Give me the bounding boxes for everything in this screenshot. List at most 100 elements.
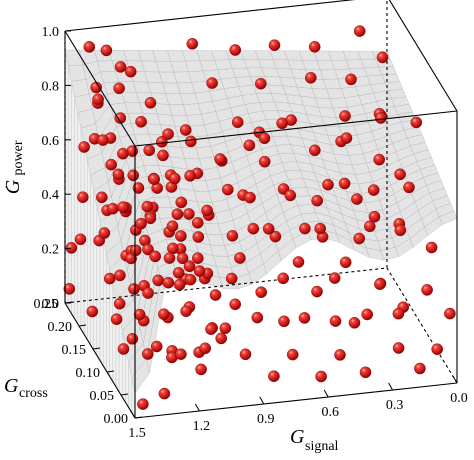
data-point xyxy=(114,112,127,124)
data-point xyxy=(334,349,346,361)
data-point xyxy=(74,233,87,246)
data-point xyxy=(144,212,157,225)
data-point xyxy=(179,124,192,136)
x-tick-label: 0.9 xyxy=(257,412,275,427)
data-point xyxy=(254,77,267,90)
data-point xyxy=(162,128,174,140)
y-tick-label: 0.05 xyxy=(90,389,115,404)
x-axis-label-main: G xyxy=(290,426,305,448)
surface-side-cell xyxy=(102,237,107,372)
data-point xyxy=(311,194,324,207)
frame-edge xyxy=(134,382,458,419)
data-point xyxy=(113,82,125,95)
data-point xyxy=(107,202,119,215)
data-point xyxy=(98,227,111,239)
z-axis-label-accent: · xyxy=(0,184,16,189)
data-point xyxy=(135,217,147,230)
data-point xyxy=(298,312,311,324)
surface-side-cell xyxy=(80,128,85,336)
axis-ticks: 0.0 0.2 0.4 0.6 0.8 1.0 0.00 0.05 0.10 0.15 0.20 0.… xyxy=(34,25,468,441)
data-point xyxy=(117,201,129,213)
data-point xyxy=(425,241,438,254)
frame-edge xyxy=(134,110,458,147)
data-point xyxy=(269,230,282,243)
axis-frame-front xyxy=(64,0,458,419)
surface-cell xyxy=(381,73,400,83)
data-point xyxy=(361,308,374,321)
data-point xyxy=(255,286,268,299)
data-point xyxy=(359,366,372,379)
frame-edge xyxy=(64,302,136,419)
data-point xyxy=(184,169,196,182)
z-axis-label-main: G xyxy=(2,179,24,194)
data-point xyxy=(268,370,280,383)
data-point xyxy=(133,308,146,321)
data-point xyxy=(184,135,197,148)
data-point xyxy=(112,168,125,181)
data-point xyxy=(114,269,126,282)
z-axis-label-sub: power xyxy=(11,140,26,175)
data-point xyxy=(193,265,206,277)
data-point xyxy=(191,252,204,265)
data-point xyxy=(152,274,164,287)
data-point xyxy=(205,323,217,336)
data-point xyxy=(105,158,117,171)
z-tick-label: 0.0 xyxy=(42,297,60,312)
data-point xyxy=(206,77,218,89)
z-tick-label: 1.0 xyxy=(42,25,60,40)
data-point xyxy=(77,191,89,203)
data-point xyxy=(199,342,211,355)
data-point xyxy=(137,398,149,410)
data-point xyxy=(394,168,406,181)
data-point xyxy=(299,222,311,235)
surface-side-cell xyxy=(106,252,110,377)
x-tick-label: 0.0 xyxy=(450,391,468,406)
frame-edge xyxy=(386,267,458,384)
y-tick xyxy=(78,324,87,327)
surface-cell xyxy=(384,81,404,91)
data-point xyxy=(173,278,186,291)
data-point xyxy=(175,230,187,242)
data-point xyxy=(329,315,342,327)
data-point xyxy=(78,141,90,153)
data-point xyxy=(113,297,126,310)
data-point xyxy=(292,256,305,268)
y-tick xyxy=(134,416,143,419)
data-point xyxy=(314,222,327,235)
data-point xyxy=(308,144,321,157)
data-point xyxy=(114,61,127,73)
data-point xyxy=(171,208,184,220)
data-point xyxy=(340,132,353,144)
data-point xyxy=(175,196,188,209)
data-point xyxy=(403,181,415,194)
data-point xyxy=(244,191,256,204)
data-point xyxy=(247,222,260,235)
data-point xyxy=(328,272,341,284)
data-point xyxy=(338,177,351,190)
x-axis-label-sub: signal xyxy=(305,439,339,454)
y-axis-label-sub: cross xyxy=(19,386,48,401)
data-point xyxy=(225,272,238,285)
z-tick-label: 0.4 xyxy=(42,188,60,203)
data-point xyxy=(124,65,137,78)
data-point xyxy=(421,284,433,296)
data-point xyxy=(96,191,108,204)
data-point xyxy=(322,178,334,191)
data-point xyxy=(163,252,176,264)
surface-side-cell xyxy=(87,159,91,346)
z-tick-label: 0.6 xyxy=(42,134,60,149)
data-point xyxy=(141,200,154,213)
data-point xyxy=(268,39,281,52)
z-tick-label: 0.2 xyxy=(42,243,60,258)
data-point xyxy=(132,182,145,194)
x-tick-label: 0.3 xyxy=(386,398,404,413)
data-point xyxy=(286,348,299,361)
data-point xyxy=(209,289,222,301)
data-point xyxy=(110,313,123,326)
data-point xyxy=(215,332,227,345)
data-point xyxy=(394,224,407,237)
surface-cell xyxy=(388,88,407,99)
data-point xyxy=(166,220,179,232)
data-point xyxy=(180,305,192,318)
